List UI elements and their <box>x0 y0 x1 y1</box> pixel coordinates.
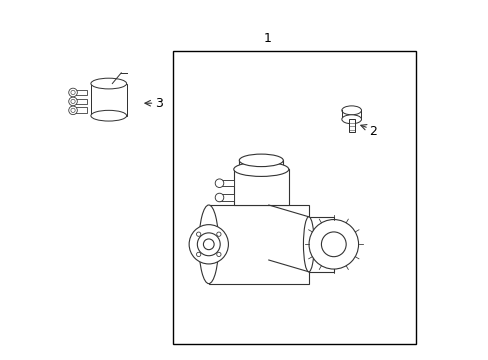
Bar <box>219 194 233 201</box>
Ellipse shape <box>91 78 126 89</box>
Bar <box>233 169 288 205</box>
Circle shape <box>308 220 358 269</box>
Circle shape <box>215 193 224 202</box>
Text: 2: 2 <box>368 125 376 138</box>
Circle shape <box>196 232 201 236</box>
Ellipse shape <box>233 162 288 176</box>
Circle shape <box>71 90 75 95</box>
Bar <box>239 160 283 169</box>
Ellipse shape <box>239 154 283 167</box>
Ellipse shape <box>91 111 126 121</box>
Circle shape <box>69 97 77 106</box>
Bar <box>73 99 87 104</box>
Bar <box>73 108 87 113</box>
Bar <box>173 51 415 344</box>
Circle shape <box>321 232 346 257</box>
Circle shape <box>189 225 228 264</box>
Circle shape <box>203 239 214 249</box>
Circle shape <box>197 233 220 256</box>
Ellipse shape <box>341 115 361 124</box>
Text: 3: 3 <box>155 97 163 110</box>
Circle shape <box>216 232 221 236</box>
Circle shape <box>69 88 77 97</box>
Ellipse shape <box>199 205 218 284</box>
Ellipse shape <box>303 217 313 272</box>
Bar <box>91 84 126 116</box>
Bar <box>308 217 333 272</box>
Text: 1: 1 <box>263 32 271 45</box>
Bar <box>348 119 354 132</box>
Circle shape <box>71 99 75 104</box>
Circle shape <box>69 106 77 114</box>
Bar <box>208 205 308 284</box>
Circle shape <box>215 179 224 188</box>
Bar <box>73 90 87 95</box>
Bar <box>219 180 233 186</box>
Circle shape <box>71 108 75 112</box>
Ellipse shape <box>341 106 361 115</box>
Circle shape <box>196 252 201 257</box>
Circle shape <box>216 252 221 257</box>
